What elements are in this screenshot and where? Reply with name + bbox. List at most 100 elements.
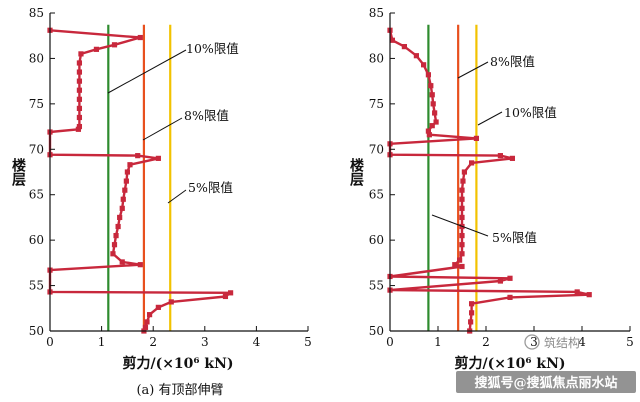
data-point-38: [586, 292, 592, 298]
data-point-34: [507, 275, 513, 281]
data-point-31: [452, 262, 458, 268]
annotation-5pct: 5%限值: [492, 230, 537, 245]
y-tick-label: 65: [369, 188, 384, 202]
data-point-1: [389, 37, 395, 43]
data-point-21: [460, 178, 466, 184]
x-tick-label: 4: [253, 335, 261, 349]
data-point-34: [222, 293, 229, 300]
x-tick-label: 2: [149, 335, 157, 349]
x-tick-label: 5: [626, 335, 634, 349]
annotation-leader-10pct: [107, 49, 187, 94]
data-point-12: [76, 123, 83, 130]
data-point-12: [425, 128, 431, 134]
data-point-14: [473, 135, 479, 141]
chart-panel-b: 50 55 60 65 70 75 80 85 0 1 2 3 4 5 楼层 剪力/(×10⁶ kN) 8…: [348, 6, 634, 372]
data-point-29: [459, 251, 465, 257]
data-point-9: [432, 110, 438, 116]
data-point-29: [119, 259, 125, 265]
limit-annotations: 10%限值 8%限值 5%限值: [107, 41, 239, 204]
axes: [389, 12, 631, 332]
data-point-42: [468, 319, 474, 325]
data-point-20: [123, 178, 129, 184]
data-point-32: [459, 263, 465, 270]
data-point-11: [76, 114, 83, 121]
data-point-10: [76, 105, 83, 111]
y-tick-label: 75: [29, 97, 44, 111]
data-point-3: [93, 46, 100, 52]
data-point-37: [574, 289, 580, 295]
y-tick-label: 50: [369, 324, 384, 338]
x-tick-label: 0: [46, 335, 54, 349]
data-point-7: [76, 78, 83, 84]
annotation-8pct: 8%限值: [184, 108, 229, 123]
data-point-33: [228, 290, 234, 296]
x-tick-label: 3: [201, 335, 209, 349]
data-point-7: [429, 92, 435, 98]
data-point-36: [155, 304, 161, 310]
annotation-leader-5pct: [167, 189, 187, 204]
y-tick-label: 55: [369, 279, 384, 293]
x-axis-title: 剪力/(×10⁶ kN): [122, 355, 233, 372]
data-point-13: [75, 126, 81, 132]
annotation-leader-8pct: [457, 61, 489, 79]
tick-labels: 50 55 60 65 70 75 80 85 0 1 2 3 4 5: [29, 6, 312, 349]
data-point-11: [429, 123, 435, 129]
y-axis-title: 楼层: [348, 157, 364, 187]
caption-a: (a) 有顶部伸臂: [136, 383, 223, 398]
data-point-24: [459, 205, 465, 211]
data-point-21: [122, 187, 128, 193]
data-point-4: [421, 62, 427, 68]
data-point-6: [428, 83, 434, 89]
y-tick-label: 80: [29, 51, 44, 65]
limit-annotations: 8%限值 10%限值 5%限值: [431, 54, 557, 245]
x-tick-label: 5: [304, 335, 312, 349]
data-point-18: [509, 155, 515, 161]
data-point-9: [76, 96, 83, 102]
data-point-4: [78, 51, 84, 57]
y-tick-label: 85: [369, 6, 384, 20]
watermark-logo-text: 筑结构: [544, 335, 580, 350]
data-point-5: [76, 60, 83, 66]
data-point-24: [117, 214, 123, 221]
data-point-30: [137, 262, 143, 268]
y-tick-label: 60: [369, 233, 384, 247]
y-tick-label: 85: [29, 6, 44, 20]
annotation-10pct: 10%限值: [504, 105, 557, 120]
y-tick-label: 75: [369, 97, 384, 111]
data-point-28: [459, 242, 465, 248]
data-point-35: [497, 278, 503, 284]
data-point-2: [111, 42, 118, 48]
y-tick-label: 55: [29, 279, 44, 293]
watermark-bar: [456, 371, 636, 393]
y-tick-label: 70: [369, 142, 384, 156]
data-point-27: [111, 242, 118, 248]
data-point-16: [135, 153, 141, 159]
data-point-27: [459, 233, 465, 239]
y-tick-label: 80: [369, 51, 384, 65]
x-tick-label: 3: [530, 335, 538, 349]
x-tick-label: 1: [98, 335, 106, 349]
data-point-8: [430, 101, 436, 107]
data-point-5: [425, 72, 431, 78]
annotation-5pct: 5%限值: [188, 180, 233, 195]
tick-labels: 50 55 60 65 70 75 80 85 0 1 2 3 4 5: [369, 6, 634, 349]
data-point-38: [144, 319, 150, 325]
data-point-22: [459, 187, 465, 193]
annotation-8pct: 8%限值: [490, 54, 535, 69]
data-point-22: [120, 196, 126, 202]
data-point-8: [76, 87, 83, 93]
y-tick-label: 70: [29, 142, 44, 156]
data-point-25: [459, 214, 465, 221]
annotation-10pct: 10%限值: [186, 41, 239, 56]
data-point-19: [124, 169, 130, 175]
watermark-bar-text: 搜狐号@搜狐焦点丽水站: [474, 375, 617, 391]
data-point-13: [426, 132, 432, 138]
data-point-25: [115, 223, 121, 230]
data-point-35: [168, 299, 174, 305]
x-tick-label: 2: [482, 335, 490, 349]
data-point-17: [497, 153, 503, 159]
data-point-6: [76, 69, 83, 75]
series-line-0: [388, 30, 591, 332]
